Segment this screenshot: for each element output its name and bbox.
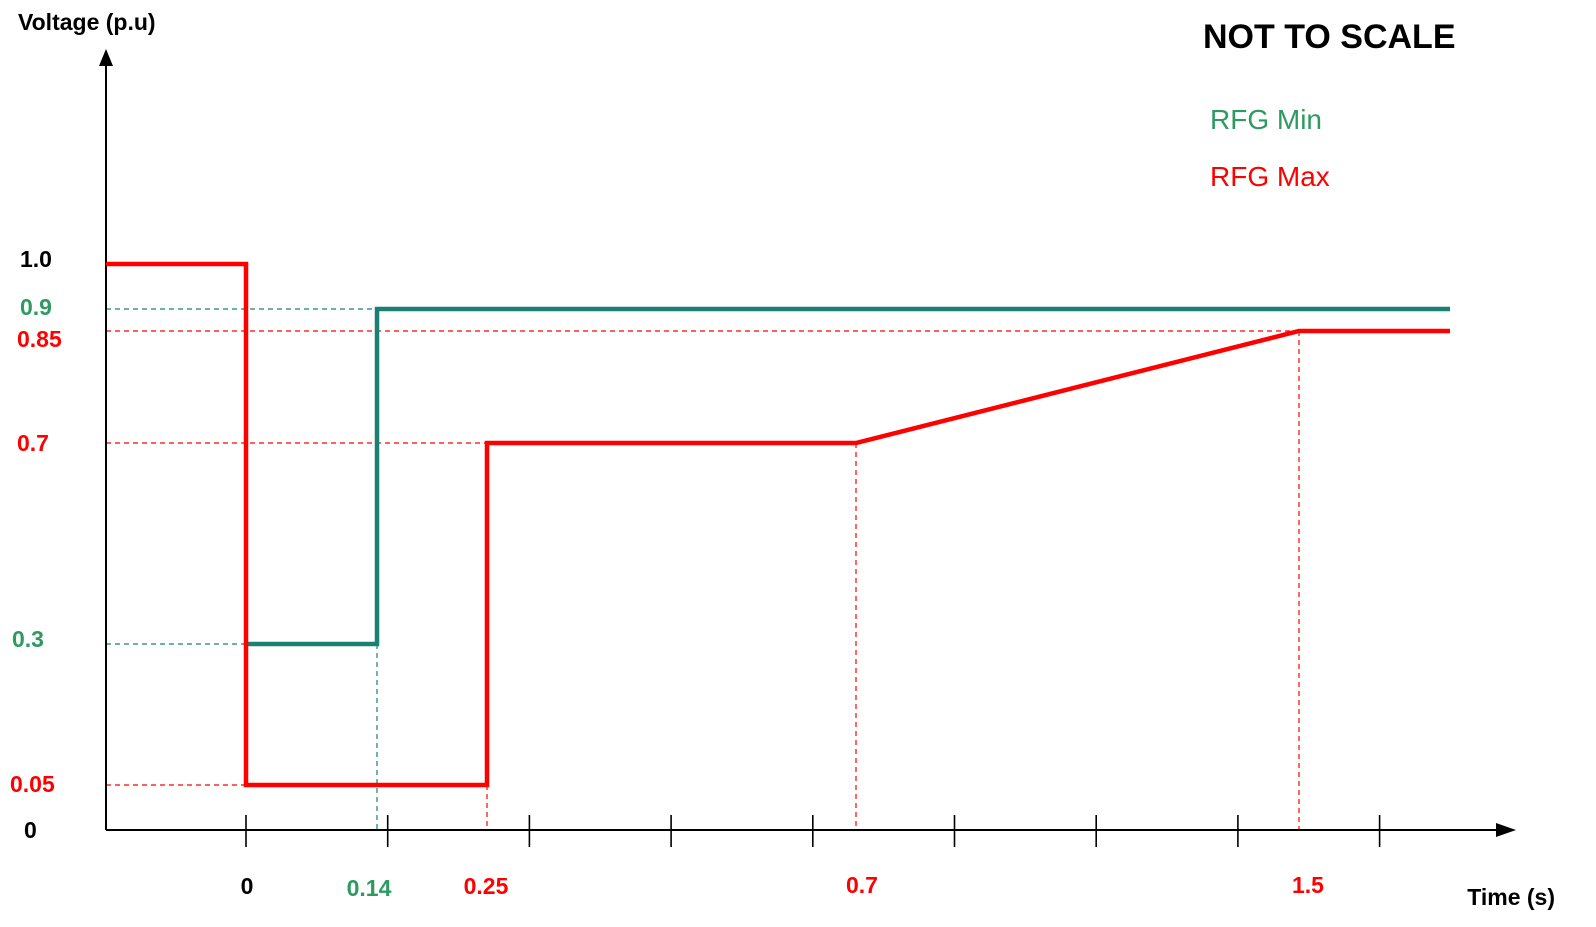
y-tick-labels: 1.0 0.9 0.85 0.7 0.3 0.05 0 [10, 246, 62, 843]
series-line-rfg-min [246, 306, 1450, 647]
y-tick-label: 0.7 [17, 430, 49, 456]
x-tick-label: 1.5 [1292, 872, 1324, 898]
y-tick-label: 1.0 [20, 246, 52, 272]
y-tick-label: 0.05 [10, 771, 55, 797]
x-tick-labels: 0 0.14 0.25 0.7 1.5 [241, 872, 1325, 901]
x-axis-ticks [245, 815, 1381, 847]
y-tick-label: 0 [24, 817, 37, 843]
x-tick-label: 0.25 [464, 873, 509, 899]
axes [99, 49, 1516, 847]
y-axis-title: Voltage (p.u) [18, 9, 156, 35]
x-axis-arrow [1496, 823, 1516, 837]
y-tick-label: 0.85 [17, 326, 62, 352]
guide-lines [106, 308, 1300, 830]
y-tick-label: 0.9 [20, 294, 52, 320]
series-lines [106, 261, 1450, 788]
series-line-rfg-max [106, 261, 1450, 788]
x-tick-label: 0 [241, 873, 254, 899]
y-axis-arrow [99, 49, 113, 66]
legend-entry-rfg-max: RFG Max [1210, 161, 1330, 192]
x-tick-label: 0.7 [846, 872, 878, 898]
y-tick-label: 0.3 [12, 626, 44, 652]
x-tick-label: 0.14 [347, 875, 392, 901]
legend-entry-rfg-min: RFG Min [1210, 104, 1322, 135]
x-axis-title: Time (s) [1467, 884, 1555, 910]
not-to-scale-note: NOT TO SCALE [1203, 18, 1456, 56]
